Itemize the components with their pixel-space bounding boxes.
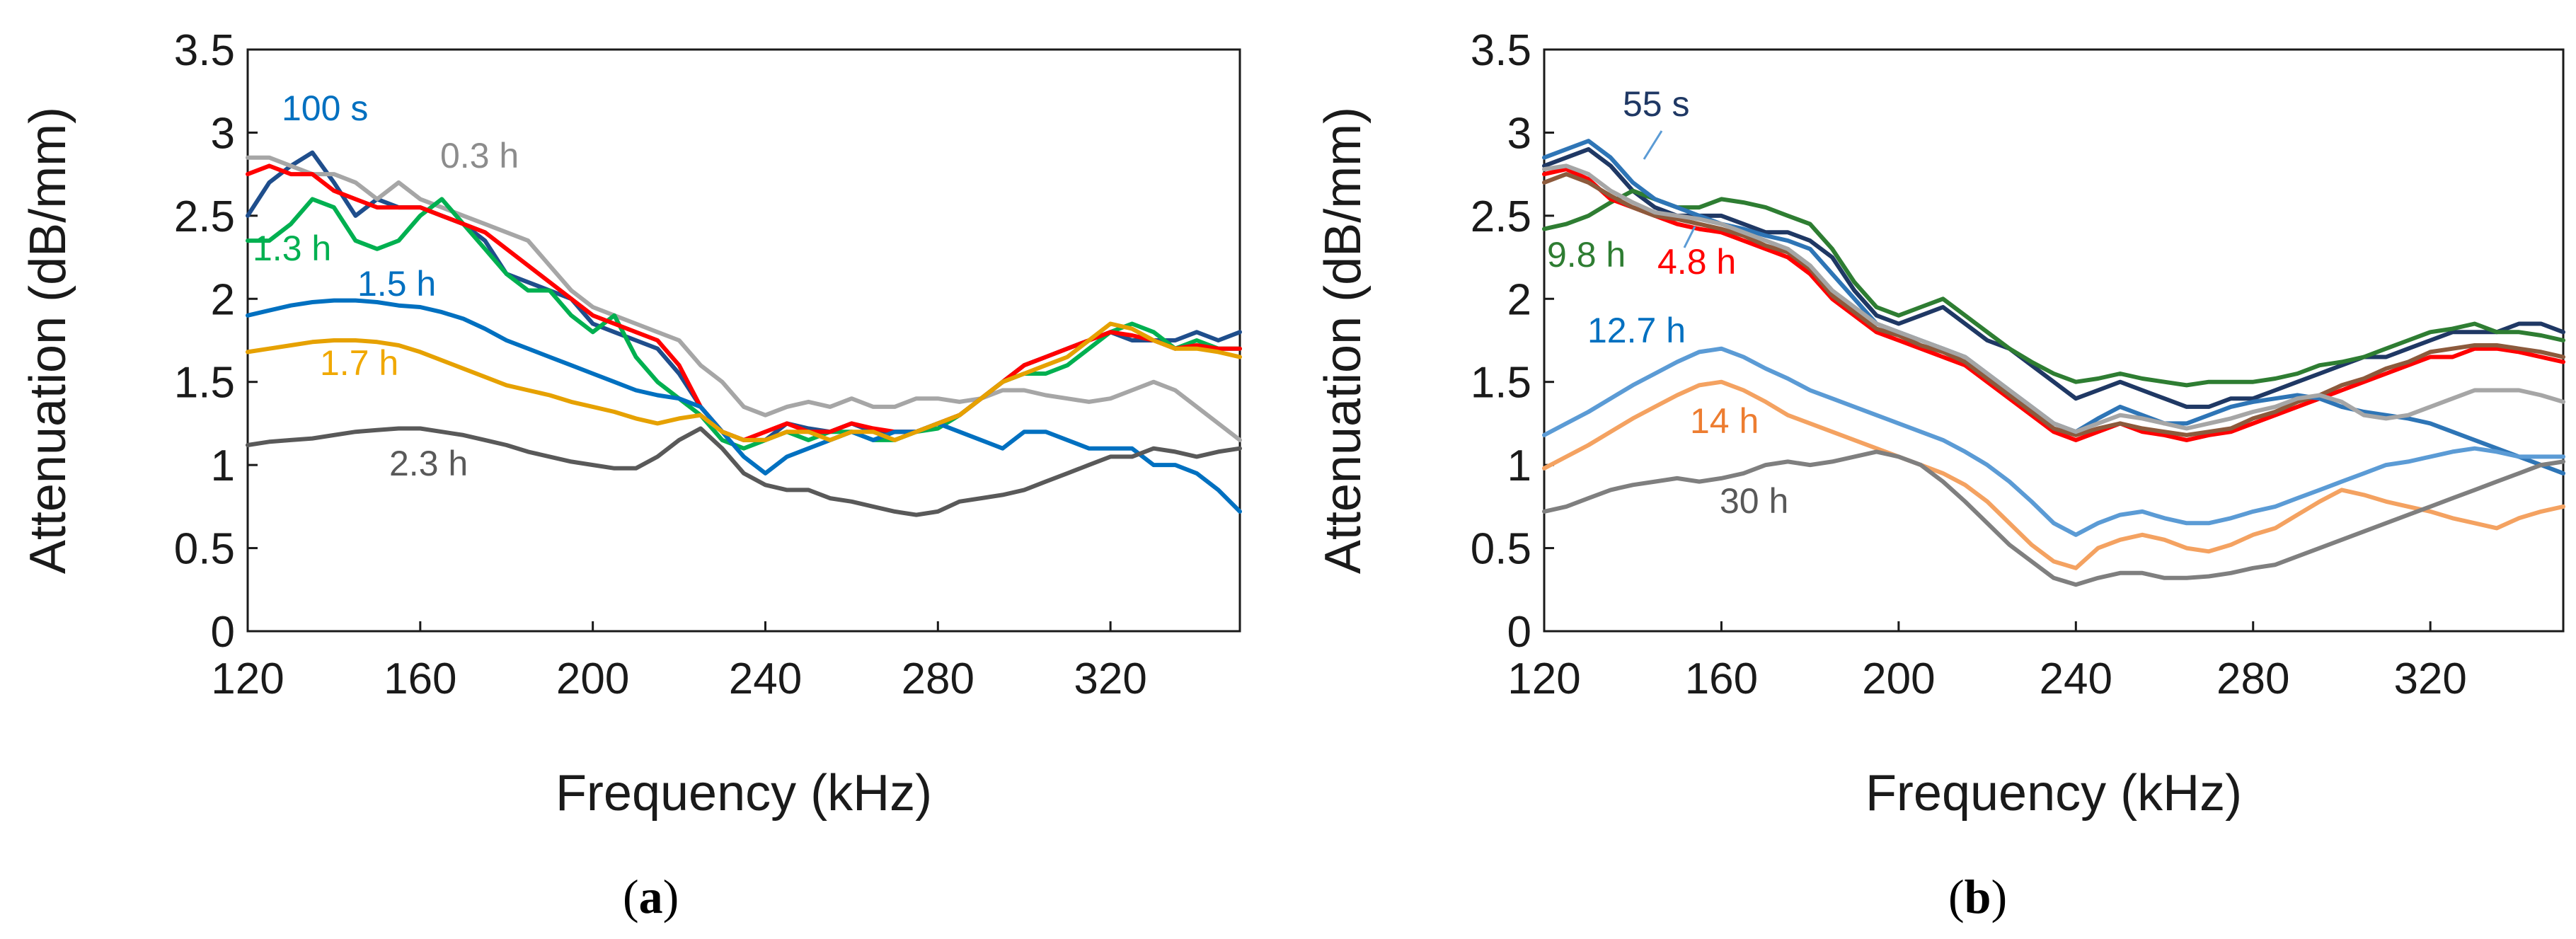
- x-tick-label: 320: [2393, 655, 2466, 703]
- series-label: 1.3 h: [253, 229, 331, 268]
- y-tick-label: 0: [1507, 608, 1531, 657]
- x-tick-label: 200: [556, 655, 629, 703]
- series-label: 9.8 h: [1547, 235, 1626, 275]
- series-label: 2.3 h: [389, 444, 468, 483]
- series-line: [246, 298, 1242, 514]
- caption-close: ): [663, 870, 679, 923]
- x-tick-label: 120: [211, 655, 284, 703]
- y-axis-label: Attenuation (dB/mm): [1315, 107, 1372, 574]
- x-tick-label: 200: [1862, 655, 1935, 703]
- x-tick-label: 280: [2216, 655, 2289, 703]
- series-line: [246, 155, 1242, 442]
- series-line: [246, 426, 1242, 517]
- y-tick-label: 3.5: [1471, 26, 1531, 75]
- y-tick-label: 0.5: [174, 525, 235, 574]
- y-tick-label: 1: [1507, 442, 1531, 490]
- x-tick-label: 160: [384, 655, 456, 703]
- x-tick-label: 240: [729, 655, 802, 703]
- series-line: [246, 321, 1242, 442]
- series-label: 100 s: [282, 88, 368, 128]
- y-tick-label: 2: [1507, 275, 1531, 324]
- series-label: 1.5 h: [357, 264, 436, 304]
- caption-open: (: [623, 870, 639, 923]
- series-line: [246, 197, 1242, 451]
- leader-line: [1683, 226, 1696, 248]
- series-line: [1542, 188, 2565, 388]
- y-tick-label: 1.5: [1471, 359, 1531, 408]
- series-label: 30 h: [1720, 481, 1788, 521]
- y-tick-label: 1.5: [174, 359, 235, 408]
- series-label: 1.7 h: [320, 343, 398, 383]
- panel-caption: (b): [1948, 870, 2007, 923]
- x-tick-label: 240: [2040, 655, 2112, 703]
- y-tick-label: 0.5: [1471, 525, 1531, 574]
- panel-a: 0 0.5 1 1.5 2 2.5 3 3.5 120 160 200 240 280 320 Attenu…: [20, 26, 1242, 923]
- series-line: [1542, 163, 2565, 434]
- y-tick-label: 2: [211, 275, 235, 324]
- caption-close: ): [1991, 870, 2007, 923]
- x-tick-label: 120: [1507, 655, 1580, 703]
- y-tick-label: 2.5: [174, 192, 235, 241]
- series-line: [1542, 146, 2565, 409]
- x-tick-label: 320: [1074, 655, 1146, 703]
- x-axis-label: Frequency (kHz): [556, 765, 932, 822]
- series-line: [1542, 172, 2565, 437]
- y-tick-label: 0: [211, 608, 235, 657]
- series-line: [1542, 167, 2565, 442]
- y-axis-label: Attenuation (dB/mm): [20, 107, 76, 574]
- panel-caption: (a): [623, 870, 679, 923]
- caption-letter: b: [1965, 870, 1991, 923]
- y-tick-label: 3: [1507, 109, 1531, 158]
- plot-frame: [246, 48, 1241, 633]
- series-line: [1542, 346, 2565, 537]
- caption-letter: a: [639, 870, 663, 923]
- y-tick-label: 2.5: [1471, 192, 1531, 241]
- panel-b: 0 0.5 1 1.5 2 2.5 3 3.5 120 160 200 240 280 320 Attenu…: [1315, 26, 2565, 923]
- series-line: [1542, 449, 2565, 587]
- x-axis-label: Frequency (kHz): [1865, 765, 2242, 822]
- series-label: 14 h: [1690, 401, 1759, 441]
- caption-open: (: [1948, 870, 1965, 923]
- y-tick-label: 1: [211, 442, 235, 490]
- series-label: 55 s: [1623, 84, 1690, 124]
- x-tick-label: 280: [902, 655, 974, 703]
- series-label: 12.7 h: [1587, 311, 1686, 350]
- series-label: 4.8 h: [1657, 242, 1736, 282]
- leader-line: [1643, 130, 1663, 160]
- y-tick-label: 3: [211, 109, 235, 158]
- x-tick-label: 160: [1685, 655, 1758, 703]
- series-label: 0.3 h: [440, 136, 519, 175]
- y-tick-label: 3.5: [174, 26, 235, 75]
- series-line: [1542, 379, 2565, 570]
